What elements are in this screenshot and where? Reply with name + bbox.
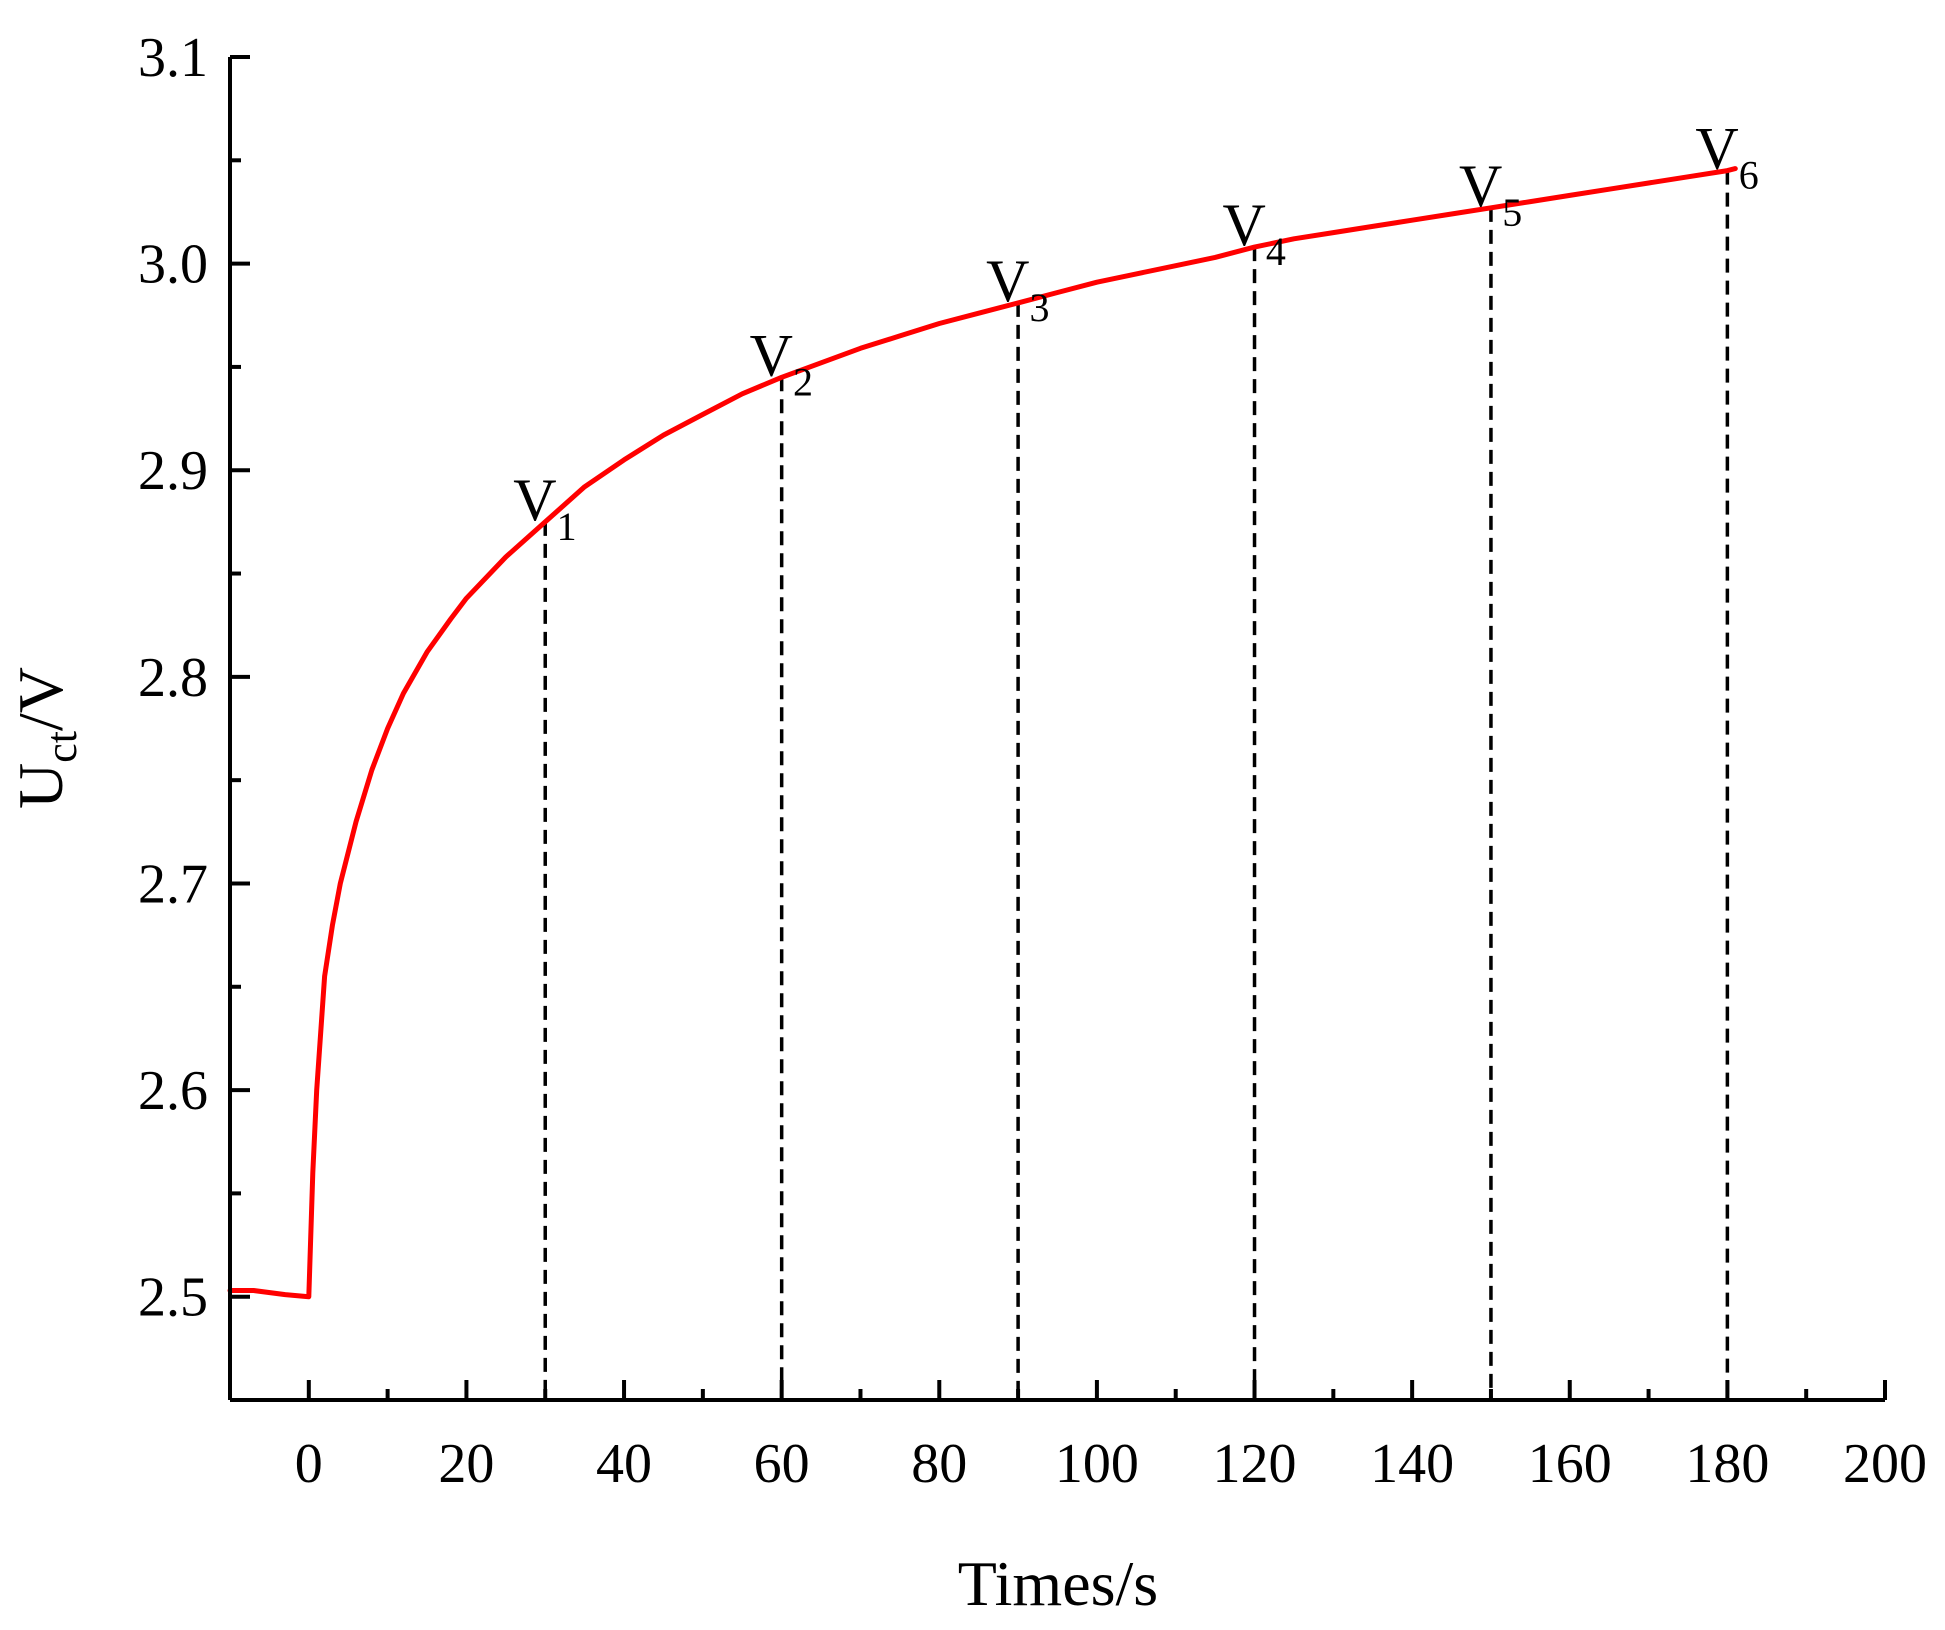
y-tick-label: 3.1 [138,27,208,89]
x-tick-label: 140 [1370,1433,1454,1495]
y-tick-label: 2.5 [138,1267,208,1329]
marker-label-letter: V [750,322,793,388]
x-axis-title: Times/s [958,1548,1158,1619]
axes [228,57,1885,1402]
marker-label-letter: V [1695,116,1738,182]
x-tick-label: 40 [596,1433,652,1495]
x-tick-label: 180 [1685,1433,1769,1495]
marker-label: V3 [986,248,1049,330]
marker-label: V5 [1459,153,1522,235]
y-axis-title-main: U [5,763,76,809]
y-tick-label: 2.9 [138,440,208,502]
data-curve [227,166,1738,1300]
y-tick-label: 2.8 [138,647,208,709]
marker-label-sub: 2 [793,359,813,404]
x-tick-label: 200 [1843,1433,1927,1495]
x-tick-label: 20 [438,1433,494,1495]
marker-label: V4 [1223,192,1286,274]
y-tick-label: 3.0 [138,234,208,296]
curve-layer [227,166,1738,1300]
y-axis-title: Uct/V [5,667,86,809]
y-tick-label: 2.6 [138,1060,208,1122]
y-axis-title-sub: ct [37,731,86,763]
marker-label-letter: V [513,467,556,533]
dropline-layer [543,170,1730,1400]
tick-layer: 0 20 40 60 80 100 120 140 160 180 200 2.5 2.6 2.7 2.8 2… [138,27,1927,1495]
y-tick-label: 2.7 [138,853,208,915]
marker-label-sub: 6 [1739,153,1759,198]
x-tick-label: 80 [911,1433,967,1495]
marker-label-letter: V [1459,153,1502,219]
x-tick-label: 160 [1528,1433,1612,1495]
marker-label-sub: 4 [1266,229,1286,274]
x-tick-label: 100 [1055,1433,1139,1495]
marker-label: V2 [750,322,813,404]
y-axis-title-suffix: /V [5,667,76,731]
marker-label-sub: 3 [1029,285,1049,330]
marker-label-sub: 5 [1502,190,1522,235]
x-tick-label: 0 [295,1433,323,1495]
marker-label-sub: 1 [557,504,577,549]
marker-label-letter: V [986,248,1029,314]
marker-label-letter: V [1223,192,1266,258]
x-tick-label: 60 [754,1433,810,1495]
marker-label: V1 [513,467,576,549]
x-tick-label: 120 [1213,1433,1297,1495]
marker-label: V6 [1695,116,1758,198]
